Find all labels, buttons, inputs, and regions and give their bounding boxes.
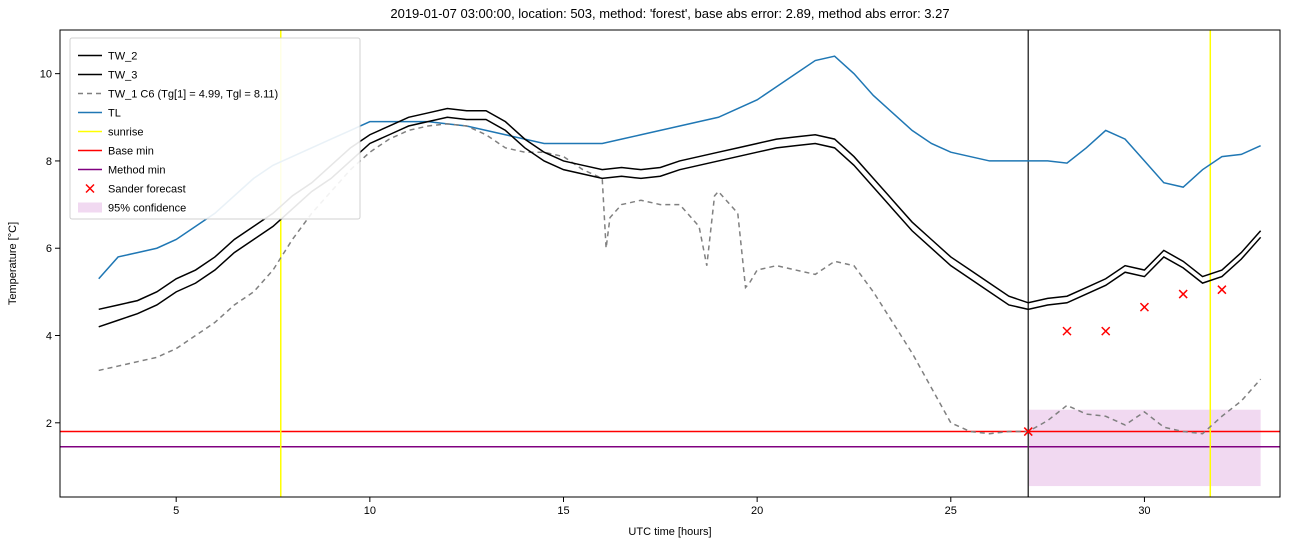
x-tick-label: 10 [364,505,376,517]
confidence-band [1028,410,1260,486]
chart-title: 2019-01-07 03:00:00, location: 503, meth… [390,6,949,21]
x-axis-label: UTC time [hours] [628,526,711,538]
y-tick-label: 8 [46,156,52,168]
y-axis-label: Temperature [°C] [7,222,19,305]
x-tick-label: 25 [945,505,957,517]
x-tick-label: 15 [557,505,569,517]
legend-label: Method min [108,165,165,177]
chart-container: 5 10 15 20 25 30 2 4 6 8 10 UTC time [hours] Tempera… [0,0,1310,547]
legend-label: TW_1 C6 (Tg[1] = 4.99, Tgl = 8.11) [108,89,278,101]
legend-label: Sander forecast [108,184,186,196]
y-tick-label: 6 [46,243,52,255]
legend-label: 95% confidence [108,203,186,215]
legend-swatch [78,203,102,213]
chart-svg: 5 10 15 20 25 30 2 4 6 8 10 UTC time [hours] Tempera… [0,0,1310,547]
x-tick-label: 20 [751,505,763,517]
x-tick-label: 30 [1138,505,1150,517]
legend-label: TW_2 [108,51,137,63]
legend-label: sunrise [108,127,143,139]
legend-label: TL [108,108,121,120]
legend-label: TW_3 [108,70,137,82]
y-tick-label: 4 [46,331,52,343]
x-tick-label: 5 [173,505,179,517]
y-tick-label: 10 [40,69,52,81]
legend-label: Base min [108,146,154,158]
y-tick-label: 2 [46,418,52,430]
